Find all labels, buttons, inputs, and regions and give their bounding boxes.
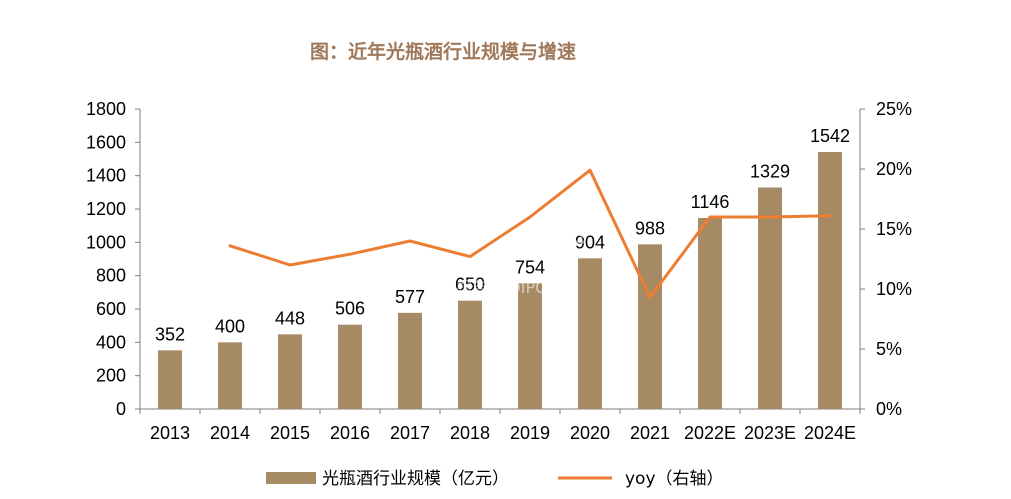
x-tick-label: 2024E (804, 423, 856, 443)
bar-data-label: 448 (275, 308, 305, 328)
legend-bar-swatch (266, 472, 316, 484)
chart-title: 图：近年光瓶酒行业规模与增速 (310, 40, 576, 63)
x-tick-label: 2023E (744, 423, 796, 443)
bar (698, 218, 722, 409)
bar-data-label: 754 (515, 257, 545, 277)
left-axis: 0 200 400 600 800 1000 1200 1400 1600 1800 (86, 99, 141, 419)
x-tick-label: 2017 (390, 423, 430, 443)
bar-data-label: 506 (335, 299, 365, 319)
bar (458, 300, 482, 409)
bar (638, 244, 662, 409)
x-tick-label: 2022E (684, 423, 736, 443)
bar (818, 152, 842, 409)
bar-series (158, 152, 842, 409)
line-series (228, 168, 832, 299)
x-tick-label: 2016 (330, 423, 370, 443)
yoy-line (228, 168, 832, 299)
bar-data-label: 1146 (691, 192, 730, 212)
left-tick-label: 600 (96, 299, 126, 319)
x-tick-label: 2020 (570, 423, 610, 443)
watermark-sub: 行业报告 IPOIPO.CN (425, 278, 576, 297)
bar-data-label: 988 (635, 218, 665, 238)
x-tick-label: 2019 (510, 423, 550, 443)
left-tick-label: 0 (116, 399, 126, 419)
bar-data-label: 400 (215, 316, 245, 336)
left-tick-label: 400 (96, 332, 126, 352)
bar-data-label: 352 (155, 324, 185, 344)
bar-data-label: 1542 (810, 126, 850, 146)
right-tick-label: 20% (876, 159, 912, 179)
right-tick-label: 10% (876, 279, 912, 299)
right-axis: 0% 5% 10% 15% 20% 25% (859, 99, 912, 419)
left-tick-label: 1600 (86, 132, 126, 152)
left-tick-label: 1200 (86, 199, 126, 219)
left-tick-label: 1000 (86, 232, 126, 252)
watermark-main: 新浪财经 (412, 215, 588, 266)
bar (278, 334, 302, 409)
x-tick-label: 2014 (210, 423, 250, 443)
bar (398, 312, 422, 409)
x-axis: 2013 2014 2015 2016 2017 2018 2019 2020 2021 2022… (139, 408, 861, 443)
bar-data-label: 577 (395, 287, 425, 307)
x-tick-label: 2021 (630, 423, 670, 443)
x-tick-label: 2013 (150, 423, 190, 443)
right-tick-label: 5% (876, 339, 902, 359)
left-tick-label: 1400 (86, 166, 126, 186)
bar (578, 258, 602, 409)
bar (158, 350, 182, 409)
legend: 光瓶酒行业规模（亿元） yoy（右轴） (266, 469, 724, 489)
bar-data-label: 650 (455, 275, 485, 295)
x-tick-label: 2015 (270, 423, 310, 443)
right-tick-label: 0% (876, 399, 902, 419)
x-tick-label: 2018 (450, 423, 490, 443)
bar-data-label: 904 (575, 232, 605, 252)
left-tick-label: 800 (96, 266, 126, 286)
bar (518, 283, 542, 409)
left-tick-label: 1800 (86, 99, 126, 119)
right-tick-label: 25% (876, 99, 912, 119)
legend-bar-label: 光瓶酒行业规模（亿元） (322, 469, 509, 489)
left-tick-label: 200 (96, 366, 126, 386)
legend-line-label: yoy（右轴） (625, 469, 724, 489)
bar-data-label: 1329 (750, 162, 790, 182)
watermark: 新浪财经 行业报告 IPOIPO.CN (412, 215, 588, 297)
bar-data-labels: 352 400 448 506 577 650 754 904 988 1146 1329 1542 (155, 126, 850, 344)
right-tick-label: 15% (876, 219, 912, 239)
bar (218, 342, 242, 409)
bar (758, 187, 782, 409)
bar (338, 324, 362, 409)
